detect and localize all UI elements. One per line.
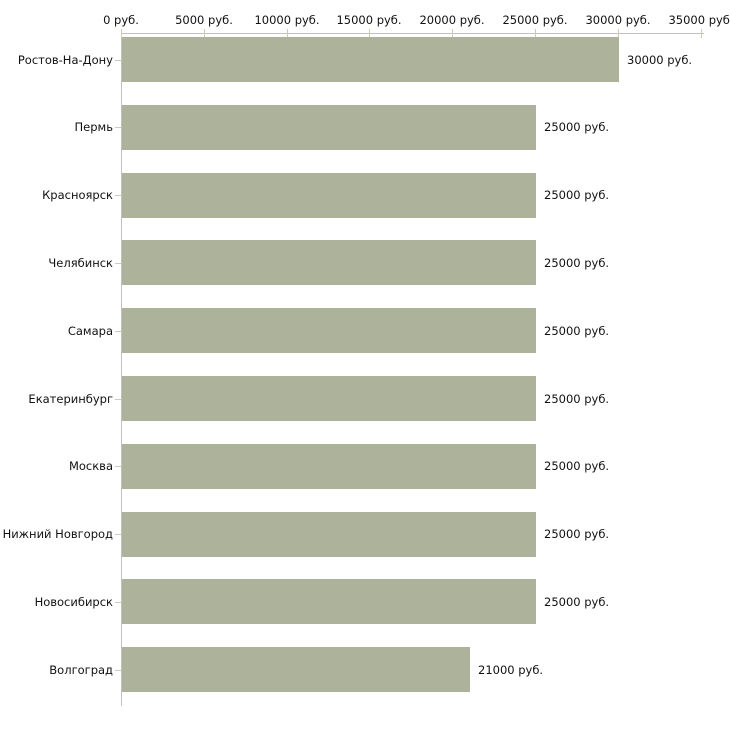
y-tick-mark — [115, 331, 121, 332]
bar — [122, 105, 536, 150]
x-tick-label: 30000 руб. — [585, 13, 651, 27]
bar-value-label: 25000 руб. — [544, 527, 610, 541]
bar-value-label: 21000 руб. — [478, 663, 544, 677]
category-label: Москва — [68, 459, 113, 473]
y-tick-mark — [115, 127, 121, 128]
bar — [122, 579, 536, 624]
category-label: Ростов-На-Дону — [17, 53, 113, 67]
category-label: Новосибирск — [34, 595, 113, 609]
bar — [122, 376, 536, 421]
x-tick-label: 20000 руб. — [419, 13, 485, 27]
bar — [122, 173, 536, 218]
x-tick-mark — [287, 29, 288, 38]
x-tick-mark — [618, 29, 619, 38]
y-tick-mark — [115, 670, 121, 671]
bar-value-label: 25000 руб. — [544, 392, 610, 406]
x-tick-label: 15000 руб. — [336, 13, 402, 27]
category-label: Самара — [67, 324, 113, 338]
y-tick-mark — [115, 195, 121, 196]
bar-value-label: 25000 руб. — [544, 595, 610, 609]
y-tick-mark — [115, 534, 121, 535]
y-axis-line — [121, 33, 122, 706]
x-tick-mark — [535, 29, 536, 38]
bar-value-label: 25000 руб. — [544, 459, 610, 473]
bar-value-label: 25000 руб. — [544, 324, 610, 338]
bar — [122, 647, 470, 692]
category-label: Красноярск — [42, 188, 113, 202]
category-label: Челябинск — [48, 256, 113, 270]
category-label: Нижний Новгород — [2, 527, 113, 541]
x-tick-mark — [121, 29, 122, 38]
bar-value-label: 25000 руб. — [544, 120, 610, 134]
x-axis-line — [121, 33, 704, 34]
x-tick-label: 35000 руб. — [668, 13, 730, 27]
category-label: Екатеринбург — [28, 392, 113, 406]
bar — [122, 37, 619, 82]
bar-value-label: 30000 руб. — [627, 53, 693, 67]
x-tick-label: 10000 руб. — [254, 13, 320, 27]
bar — [122, 308, 536, 353]
y-tick-mark — [115, 602, 121, 603]
bar — [122, 240, 536, 285]
y-tick-mark — [115, 399, 121, 400]
x-tick-label: 0 руб. — [103, 13, 139, 27]
bar-value-label: 25000 руб. — [544, 256, 610, 270]
y-tick-mark — [115, 60, 121, 61]
x-tick-mark — [452, 29, 453, 38]
category-label: Пермь — [74, 120, 113, 134]
bar — [122, 512, 536, 557]
bar-value-label: 25000 руб. — [544, 188, 610, 202]
y-tick-mark — [115, 466, 121, 467]
x-tick-label: 25000 руб. — [502, 13, 568, 27]
x-tick-mark — [204, 29, 205, 38]
bar — [122, 444, 536, 489]
x-tick-mark — [701, 29, 702, 38]
x-tick-label: 5000 руб. — [175, 13, 233, 27]
x-tick-mark — [369, 29, 370, 38]
category-label: Волгоград — [49, 663, 113, 677]
y-tick-mark — [115, 263, 121, 264]
